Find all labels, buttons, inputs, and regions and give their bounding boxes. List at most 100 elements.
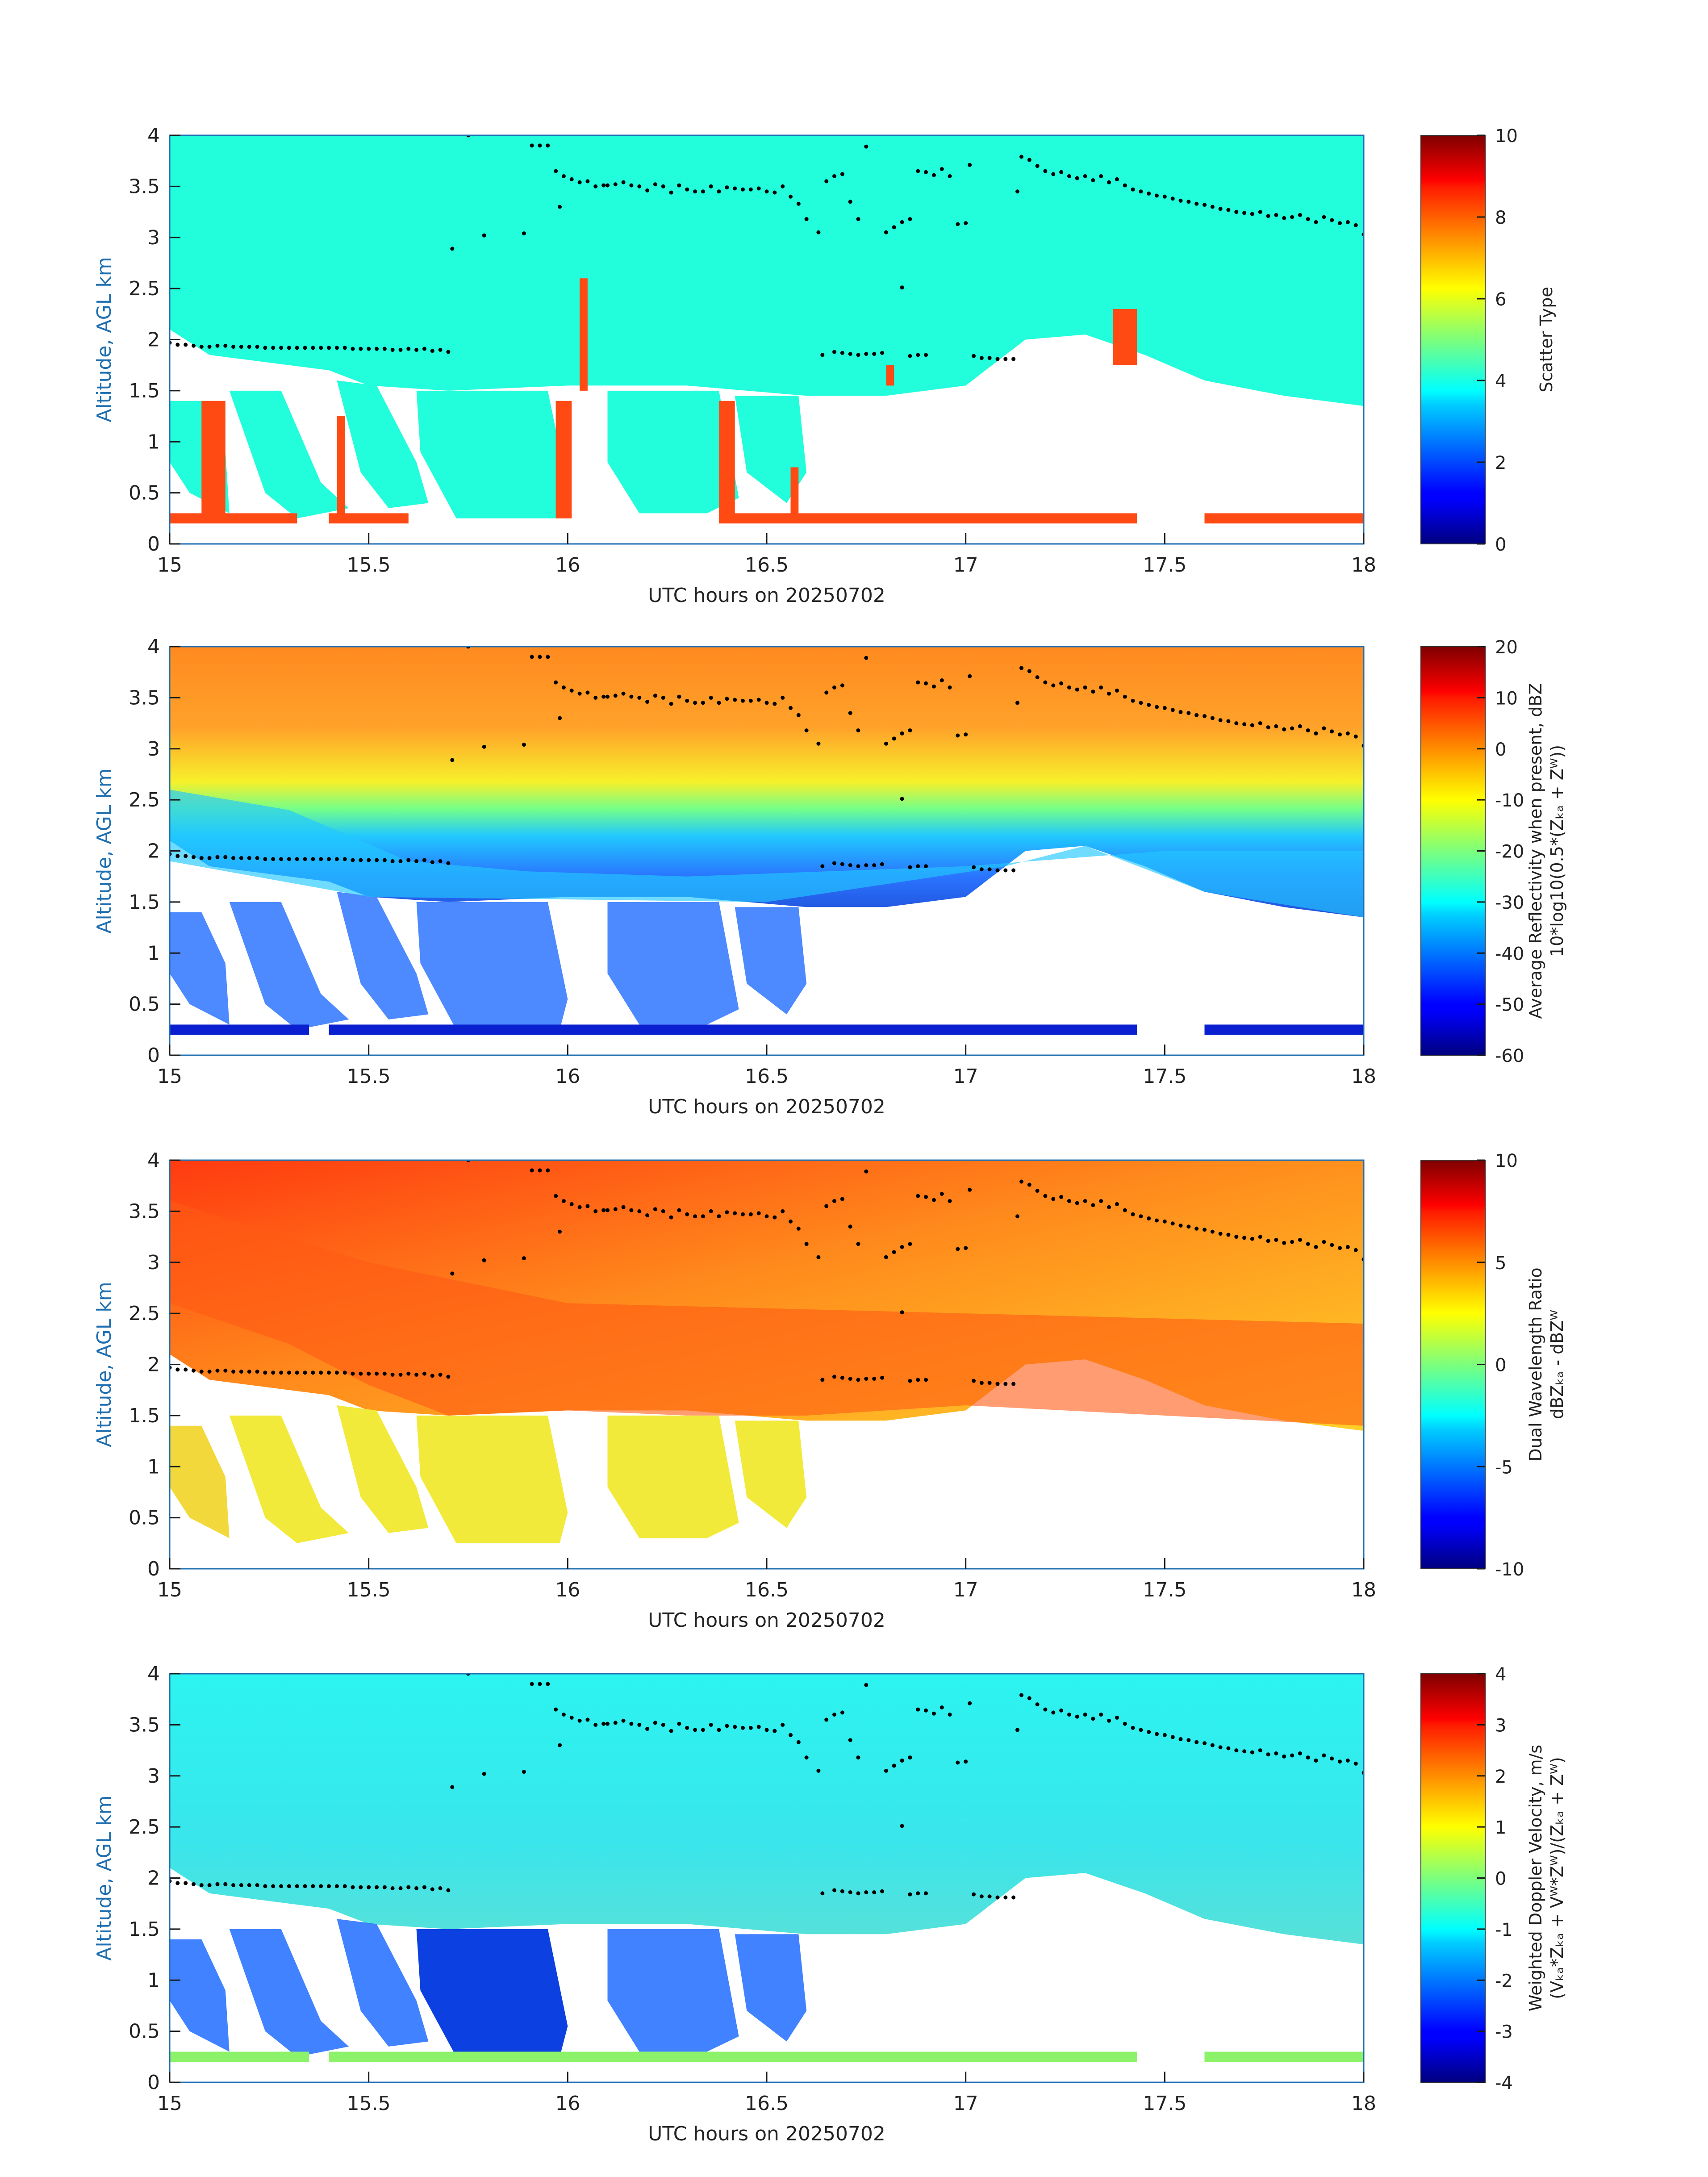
fall-streak <box>735 1934 807 2042</box>
cloud-top-dot <box>1345 731 1350 735</box>
cloud-top-dot <box>1019 1693 1023 1697</box>
cloud-top-dot <box>832 1199 836 1203</box>
cloud-top-dot <box>1353 1761 1358 1766</box>
cloud-top-dot <box>1234 1235 1239 1239</box>
cloud-top-dot <box>199 1883 204 1887</box>
cloud-top-dot <box>414 347 419 352</box>
fall-streak <box>607 1415 739 1538</box>
colorbar-tick-label: -10 <box>1495 1559 1524 1580</box>
cloud-top-dot <box>908 1379 912 1383</box>
x-tick-label: 15 <box>157 1065 182 1088</box>
cloud-top-dot <box>1059 681 1064 685</box>
cloud-top-dot <box>279 857 284 861</box>
cloud-top-dot <box>375 347 379 351</box>
cloud-top-dot <box>223 343 228 348</box>
cloud-top-dot <box>1139 1728 1143 1732</box>
cloud-top-dot <box>856 1891 860 1896</box>
cloud-top-dot <box>832 1713 836 1717</box>
colorbar-tick-label: 10 <box>1495 126 1518 146</box>
precip-band <box>719 513 1137 524</box>
cloud-top-dot <box>1131 187 1135 192</box>
cloud-top-dot <box>725 1210 729 1215</box>
fall-streak <box>337 380 429 508</box>
cloud-top-dot <box>406 1885 411 1889</box>
x-tick-label: 17.5 <box>1143 554 1186 577</box>
cloud-top-dot <box>645 700 650 704</box>
cloud-top-dot <box>1027 1183 1031 1187</box>
cloud-top-dot <box>1250 212 1254 216</box>
cloud-top-dot <box>1298 724 1302 728</box>
cloud-top-dot <box>892 1250 896 1254</box>
cloud-top-dot <box>1027 1696 1031 1701</box>
cloud-top-dot <box>351 1371 355 1376</box>
cloud-top-dot <box>848 200 852 204</box>
cloud-top-dot <box>585 1717 590 1722</box>
cloud-top-dot <box>1274 213 1278 217</box>
cloud-top-dot <box>342 346 347 350</box>
y-tick-label: 3.5 <box>129 1200 160 1223</box>
x-tick-label: 16.5 <box>745 1065 789 1088</box>
cloud-top-dot <box>327 1371 331 1375</box>
cloud-top-dot <box>940 1192 944 1196</box>
cloud-top-dot <box>1115 1715 1119 1720</box>
cloud-top-dot <box>864 1890 869 1894</box>
x-tick-label: 17 <box>953 2092 978 2115</box>
cloud-region <box>170 1674 1364 1945</box>
cloud-top-dot <box>279 1884 284 1889</box>
colorbar-tick-label: -40 <box>1495 944 1524 964</box>
cloud-top-dot <box>796 1226 801 1231</box>
cloud-top-dot <box>725 1724 729 1728</box>
cloud-top-dot <box>530 143 534 148</box>
cloud-top-dot <box>1155 1732 1159 1736</box>
y-tick-label: 1.5 <box>129 1918 160 1941</box>
cloud-top-dot <box>207 345 212 349</box>
cloud-top-dot <box>773 702 777 706</box>
cloud-top-dot <box>1178 710 1183 714</box>
cloud-top-dot <box>255 1883 259 1887</box>
cloud-top-dot <box>398 859 403 863</box>
cloud-top-dot <box>872 352 877 356</box>
cloud-top-dot <box>968 674 972 678</box>
cloud-top-dot <box>538 143 542 148</box>
cloud-top-dot <box>709 184 713 188</box>
colorbar-tick-label: 10 <box>1495 688 1518 709</box>
fall-streak <box>229 902 349 1030</box>
cloud-top-dot <box>1035 1702 1040 1707</box>
cloud-top-dot <box>1051 1710 1056 1715</box>
y-tick-label: 2 <box>147 1354 160 1376</box>
cloud-top-dot <box>1091 178 1095 183</box>
cloud-top-dot <box>239 1883 243 1887</box>
cloud-top-dot <box>546 1168 550 1173</box>
cloud-top-dot <box>816 1768 821 1773</box>
y-tick-label: 2 <box>147 1867 160 1890</box>
cloud-top-dot <box>1003 1895 1008 1900</box>
cloud-top-dot <box>577 1205 582 1209</box>
x-tick-label: 18 <box>1351 1579 1376 1601</box>
cloud-top-dot <box>972 1379 976 1383</box>
cloud-top-dot <box>382 1371 387 1376</box>
cloud-top-dot <box>940 167 944 171</box>
cloud-top-dot <box>342 1884 347 1889</box>
cloud-top-dot <box>530 655 534 659</box>
cloud-top-dot <box>1059 1708 1064 1713</box>
cloud-top-dot <box>1186 1738 1191 1742</box>
cloud-top-dot <box>848 1738 852 1742</box>
colorbar-tick-label: 4 <box>1495 1664 1506 1685</box>
cloud-top-dot <box>880 862 884 866</box>
cloud-top-dot <box>748 1726 753 1730</box>
cloud-top-dot <box>820 1891 825 1896</box>
x-tick-label: 15 <box>157 1579 182 1601</box>
cloud-top-dot <box>916 1378 920 1382</box>
cloud-top-dot <box>987 1381 992 1385</box>
cloud-top-dot <box>613 1207 618 1212</box>
heatmap-field <box>170 1674 1364 2062</box>
cloud-top-dot <box>773 1729 777 1733</box>
cloud-top-dot <box>184 343 188 347</box>
cloud-top-dot <box>725 697 729 701</box>
cloud-top-dot <box>789 194 793 199</box>
cloud-top-dot <box>538 1682 542 1686</box>
cloud-top-dot <box>482 744 486 749</box>
cloud-top-dot <box>956 733 960 738</box>
cloud-top-dot <box>669 702 673 706</box>
